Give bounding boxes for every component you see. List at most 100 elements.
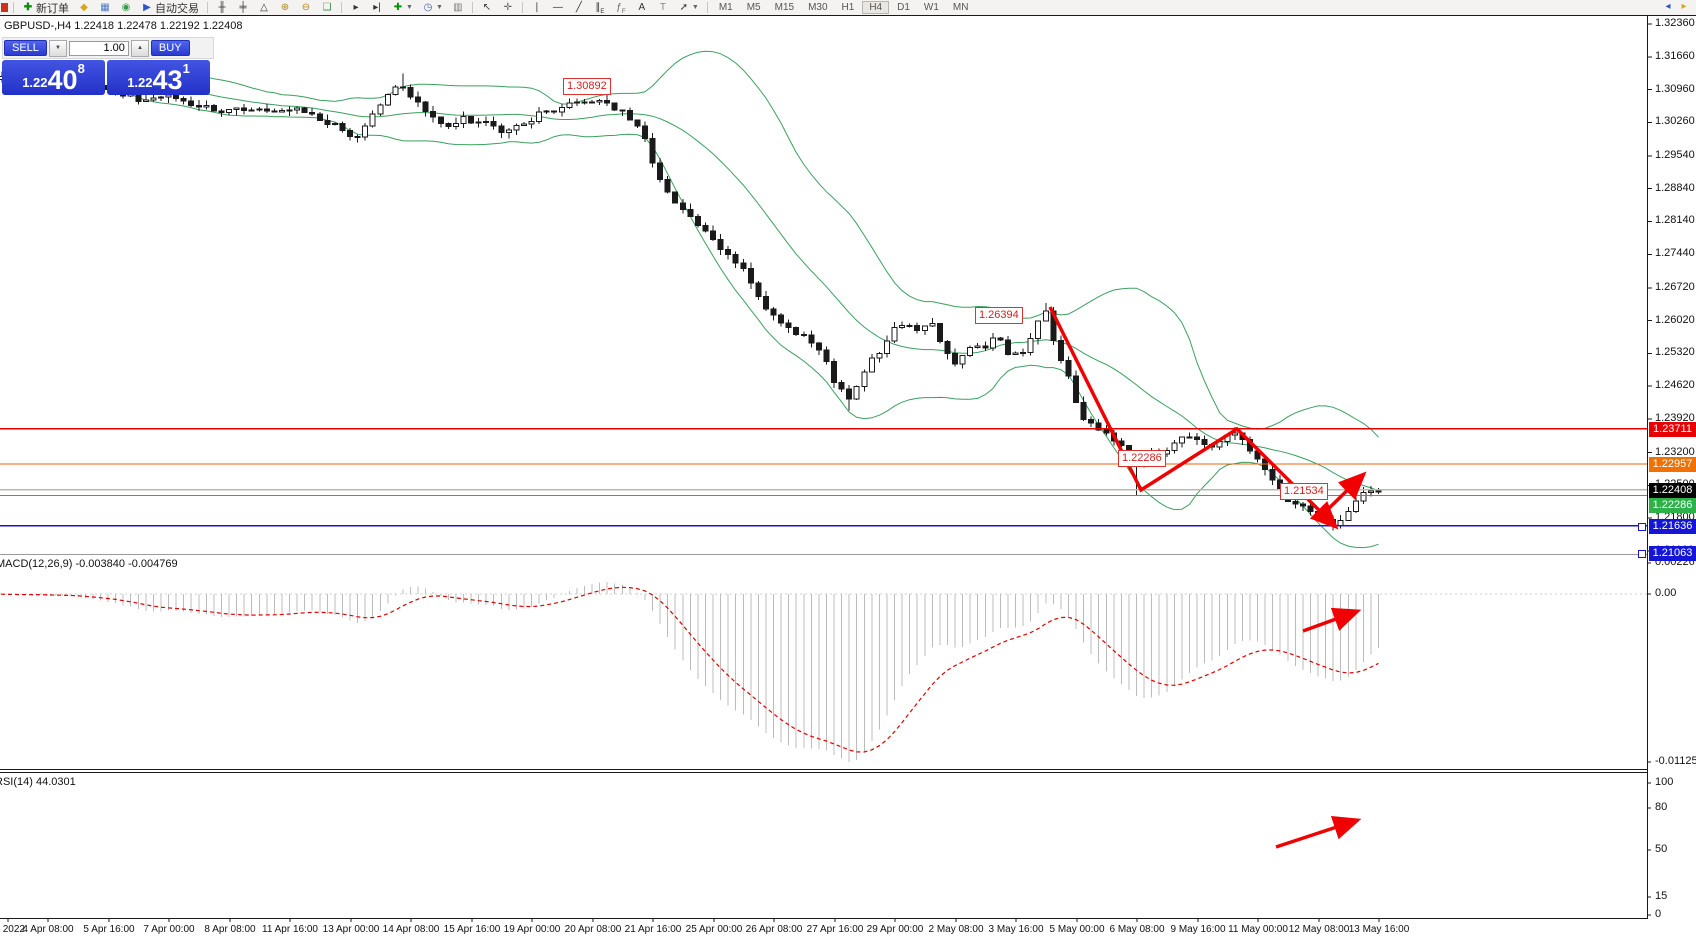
price-level-badge: 1.21636 xyxy=(1649,518,1696,534)
scroll-right-icon[interactable]: ▸ xyxy=(1681,1,1687,12)
new-order-label: 新订单 xyxy=(36,2,69,15)
time-axis-label: 9 May 16:00 xyxy=(1170,924,1226,935)
auto-scroll-button[interactable]: ▸ xyxy=(347,1,365,15)
price-annotation-label: 1.26394 xyxy=(975,307,1023,324)
shapes-button[interactable]: ➚ ▼ xyxy=(675,1,702,15)
bar-chart-button[interactable]: ╫ xyxy=(213,1,231,15)
time-axis-label: 13 May 16:00 xyxy=(1348,924,1410,935)
buy-price-big: 43 xyxy=(152,65,183,95)
periods-button[interactable]: ◷ ▼ xyxy=(419,1,446,15)
rsi-axis-label: 15 xyxy=(1655,890,1668,902)
chart-shift-button[interactable]: ▸| xyxy=(368,1,386,15)
macd-indicator-label: MACD(12,26,9) -0.003840 -0.004769 xyxy=(0,558,178,570)
price-axis-tick: 1.29540 xyxy=(1655,148,1695,161)
dropdown-arrow-icon: ▼ xyxy=(691,4,699,11)
scroll-left-icon[interactable]: ◂ xyxy=(1665,1,1671,12)
autotrading-icon: ▶ xyxy=(143,1,151,13)
crosshair-icon: ✛ xyxy=(503,1,513,13)
zoom-in-button[interactable]: ⊕ xyxy=(276,1,294,15)
bar-chart-icon: ╫ xyxy=(218,1,226,13)
price-annotation-label: 1.30892 xyxy=(563,78,611,95)
timeframe-mn[interactable]: MN xyxy=(952,2,969,13)
sell-button[interactable]: SELL xyxy=(4,40,47,56)
rsi-axis-label: 50 xyxy=(1655,843,1668,855)
timeframe-m15[interactable]: M15 xyxy=(774,2,795,13)
timeframe-d1[interactable]: D1 xyxy=(897,2,910,13)
line-selection-handle[interactable] xyxy=(1638,522,1646,531)
fibonacci-icon: ƒF xyxy=(616,1,626,15)
time-axis-label: 7 Apr 00:00 xyxy=(143,924,195,935)
price-axis-tick: 1.23920 xyxy=(1655,411,1695,424)
volume-down-button[interactable]: ▼ xyxy=(48,39,67,57)
label-button[interactable]: T xyxy=(654,1,672,15)
trade-controls-row: SELL ▼ ▲ BUY xyxy=(2,37,214,59)
fibonacci-button[interactable]: ƒF xyxy=(612,1,630,15)
timeframe-m30[interactable]: M30 xyxy=(808,2,828,13)
price-level-badge: 1.22408 xyxy=(1649,482,1696,498)
line-selection-handle[interactable] xyxy=(1638,549,1646,558)
hline-button[interactable]: — xyxy=(549,1,567,15)
buy-price-prefix: 1.22 xyxy=(127,75,153,90)
time-axis-label: pr 2022 xyxy=(0,924,25,935)
crosshair-button[interactable]: ✛ xyxy=(499,1,517,15)
cursor-button[interactable]: ↖ xyxy=(478,1,496,15)
data-window-button[interactable]: ▦ xyxy=(96,1,114,15)
separator xyxy=(706,2,708,13)
separator xyxy=(521,2,523,13)
autotrading-label: 自动交易 xyxy=(155,2,199,15)
indicators-button[interactable]: ✚ ▼ xyxy=(389,1,416,15)
line-chart-button[interactable]: △ xyxy=(255,1,273,15)
price-axis-tick: 1.27440 xyxy=(1655,247,1695,260)
signals-button[interactable]: ◉ xyxy=(117,1,135,15)
channel-button[interactable]: ∥E xyxy=(591,1,609,15)
timeframe-w1[interactable]: W1 xyxy=(923,2,939,13)
time-axis-label: 4 Apr 08:00 xyxy=(22,924,74,935)
price-axis-tick: 1.31660 xyxy=(1655,49,1695,62)
new-order-button[interactable]: ✚ 新订单 xyxy=(19,1,72,15)
price-level-badge: 1.22286 xyxy=(1649,497,1696,513)
autotrading-button[interactable]: ▶ 自动交易 xyxy=(138,1,202,15)
text-label-icon: T xyxy=(659,1,666,13)
templates-button[interactable]: ▥ xyxy=(449,1,467,15)
price-level-badge: 1.23711 xyxy=(1649,421,1696,437)
sell-price-box[interactable]: 1.22 40 8 xyxy=(2,60,105,95)
arrows-icon: ➚ xyxy=(679,1,689,13)
candle-chart-button[interactable]: ╪ xyxy=(234,1,252,15)
volume-input[interactable] xyxy=(68,40,129,56)
time-axis-label: 12 May 08:00 xyxy=(1288,924,1350,935)
cursor-icon: ↖ xyxy=(482,1,492,13)
price-axis-tick: 1.24620 xyxy=(1655,379,1695,392)
buy-button[interactable]: BUY xyxy=(150,40,190,56)
rsi-axis-label: 80 xyxy=(1655,801,1668,813)
timeframe-h1[interactable]: H1 xyxy=(841,2,855,13)
price-axis-tick: 1.30260 xyxy=(1655,115,1695,128)
time-axis-label: 11 Apr 16:00 xyxy=(262,924,318,935)
timeframe-m5[interactable]: M5 xyxy=(746,2,761,13)
buy-price-box[interactable]: 1.22 43 1 xyxy=(107,60,210,95)
time-axis-label: 13 Apr 00:00 xyxy=(322,924,380,935)
separator xyxy=(13,2,14,13)
text-button[interactable]: A xyxy=(633,1,651,15)
trendline-button[interactable]: ╱ xyxy=(570,1,588,15)
macd-axis-label: -0.011252 xyxy=(1655,755,1696,767)
vline-button[interactable]: ∣ xyxy=(528,1,546,15)
timeframe-h4[interactable]: H4 xyxy=(862,1,890,14)
candle-chart-icon: ╪ xyxy=(239,1,247,13)
chart-window-icon: ▦ xyxy=(100,1,110,13)
zoom-in-icon: ⊕ xyxy=(280,1,290,13)
time-axis-label: 21 Apr 16:00 xyxy=(624,924,682,935)
price-axis-tick: 1.25320 xyxy=(1655,346,1695,359)
window-icon xyxy=(1,3,8,12)
market-watch-button[interactable]: ◆ xyxy=(75,1,93,15)
separator xyxy=(471,2,473,13)
time-axis-label: 6 May 08:00 xyxy=(1109,924,1165,935)
tile-windows-button[interactable]: ❏ xyxy=(318,1,336,15)
volume-up-button[interactable]: ▲ xyxy=(130,39,149,57)
time-axis-label: 2 May 08:00 xyxy=(928,924,984,935)
signal-icon: ◉ xyxy=(121,1,131,13)
zoom-out-button[interactable]: ⊖ xyxy=(297,1,315,15)
trendline-icon: ╱ xyxy=(575,1,582,13)
timeframe-m1[interactable]: M1 xyxy=(718,2,733,13)
